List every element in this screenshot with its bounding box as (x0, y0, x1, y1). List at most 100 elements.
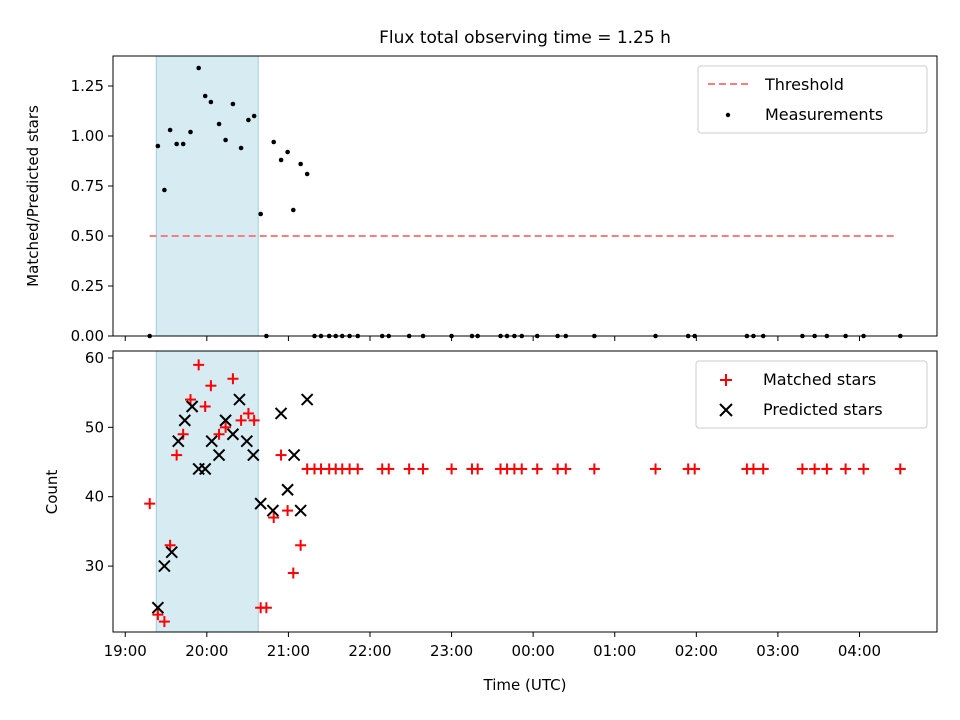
matched-star-point (796, 463, 808, 475)
predicted-star-point (294, 504, 307, 517)
predicted-star-point (240, 434, 254, 448)
count-y-tick-label: 30 (85, 557, 104, 575)
count-highlight-span (155, 350, 259, 633)
count-y-tick-label: 40 (85, 488, 104, 506)
matched-star-point (260, 602, 272, 614)
measurement-point (167, 127, 173, 133)
predicted-star-point (274, 407, 288, 420)
matched-star-point (152, 609, 164, 621)
matched-star-point (185, 394, 197, 406)
predicted-star-point (185, 400, 199, 413)
matched-star-point (213, 428, 225, 440)
count-legend-box (695, 360, 928, 429)
predicted-star-point (287, 448, 301, 462)
matched-star-point (235, 414, 247, 426)
count-y-tick-label: 50 (85, 418, 104, 436)
matched-star-point (472, 463, 484, 475)
matched-star-point (894, 463, 906, 475)
matched-star-point (446, 463, 458, 475)
matched-star-point (242, 407, 254, 419)
matched-star-point (403, 463, 415, 475)
matched-star-point (531, 463, 543, 475)
ratio-y-tick-label: 1.00 (71, 127, 104, 145)
ratio-highlight-span (155, 55, 259, 337)
count-points (144, 359, 906, 628)
matched-star-point (193, 359, 205, 371)
x-tick-label: 04:00 (838, 642, 881, 660)
ratio-panel: 0.00 0.25 0.50 0.75 1.00 1.25 Matched/Predict… (24, 55, 938, 345)
predicted-star-point (226, 428, 240, 441)
measurement-point (208, 99, 214, 105)
matched-star-point (821, 463, 833, 475)
matched-star-point (268, 512, 280, 524)
count-axes-frame (112, 350, 938, 633)
x-tick-label: 19:00 (104, 642, 147, 660)
measurement-point (155, 143, 161, 149)
measurement-point (196, 65, 201, 71)
measurement-point (251, 113, 257, 119)
legend-measurements-swatch (725, 112, 731, 118)
measurement-point (246, 117, 251, 123)
predicted-star-point (247, 448, 260, 462)
ratio-legend: Threshold Measurements (697, 65, 928, 134)
count-y-axis-label: Count (43, 470, 61, 515)
measurement-point (180, 141, 186, 147)
count-y-tick-label: 60 (85, 349, 104, 367)
count-y-ticks: 30 40 50 60 (85, 349, 113, 575)
matched-star-point (248, 414, 260, 426)
x-axis-label: Time (UTC) (483, 676, 567, 694)
figure-title: Flux total observing time = 1.25 h (379, 28, 671, 48)
matched-star-point (747, 463, 759, 475)
x-tick-label: 23:00 (430, 642, 473, 660)
matched-star-point (287, 567, 299, 579)
ratio-y-tick-label: 1.25 (71, 77, 104, 95)
legend-threshold-label: Threshold (764, 75, 844, 94)
matched-star-point (689, 463, 701, 475)
legend-predicted-swatch (719, 403, 733, 417)
measurement-point (174, 141, 179, 147)
measurement-point (291, 207, 296, 213)
predicted-star-point (233, 393, 246, 406)
x-tick-label: 03:00 (756, 642, 799, 660)
matched-star-point (383, 463, 395, 475)
ratio-x-ticks (124, 336, 860, 341)
matched-star-point (199, 401, 211, 413)
x-tick-label: 21:00 (267, 642, 310, 660)
ratio-axes-frame (112, 55, 938, 337)
ratio-y-tick-label: 0.75 (71, 177, 104, 195)
matched-star-point (227, 373, 239, 385)
predicted-star-point (300, 393, 314, 406)
ratio-legend-box (697, 65, 928, 134)
predicted-star-point (158, 559, 171, 573)
measurement-point (188, 129, 193, 135)
measurement-point (278, 157, 284, 163)
predicted-star-point (212, 448, 226, 462)
matched-star-point (757, 463, 769, 475)
predicted-star-point (281, 483, 294, 496)
matched-star-point (840, 463, 852, 475)
matched-star-point (171, 449, 183, 461)
count-legend: Matched stars Predicted stars (695, 360, 928, 429)
measurement-point (202, 93, 208, 99)
ratio-y-ticks: 0.00 0.25 0.50 0.75 1.00 1.25 (71, 77, 113, 345)
matched-star-point (275, 449, 287, 461)
matched-star-point (205, 380, 217, 392)
measurement-point (162, 187, 167, 193)
x-tick-label: 00:00 (512, 642, 555, 660)
matched-star-point (164, 539, 176, 551)
matched-star-point (177, 428, 189, 440)
matched-star-point (282, 505, 294, 517)
predicted-star-point (178, 414, 192, 427)
legend-matched-swatch (720, 374, 732, 386)
matched-star-point (220, 421, 232, 433)
matched-star-point (809, 463, 821, 475)
legend-measurements-label: Measurements (765, 105, 883, 124)
predicted-star-point (198, 462, 212, 476)
measurement-point (298, 161, 303, 167)
x-tick-label: 20:00 (185, 642, 228, 660)
matched-star-point (295, 539, 307, 551)
legend-predicted-label: Predicted stars (763, 400, 883, 419)
ratio-y-axis-label: Matched/Predicted stars (24, 105, 42, 287)
x-tick-label: 01:00 (593, 642, 636, 660)
